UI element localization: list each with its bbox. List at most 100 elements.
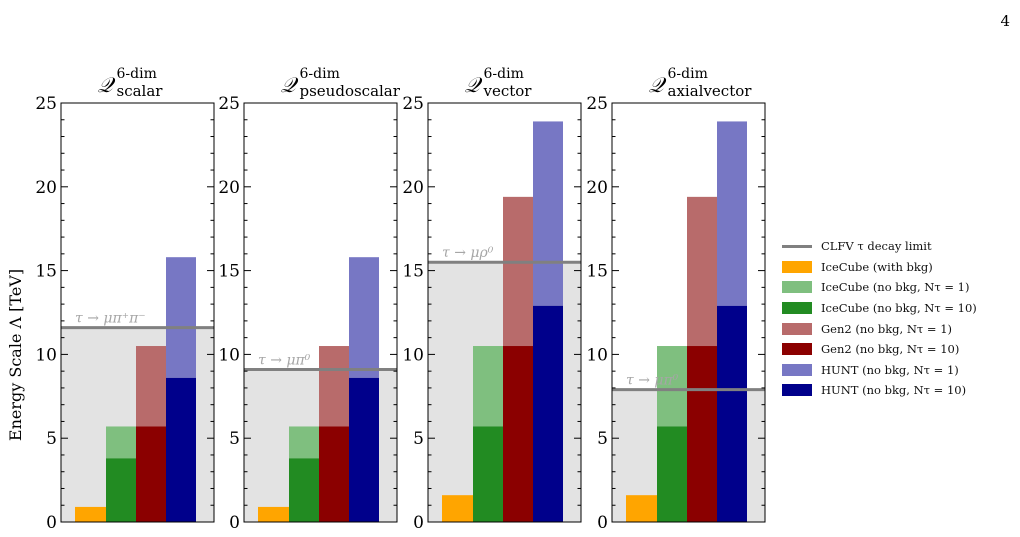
bar-gen2-ntau1	[687, 196, 717, 347]
legend-swatch	[782, 363, 812, 376]
bar-icecube-with-bkg	[626, 495, 657, 522]
bar-gen2-ntau1	[136, 346, 166, 427]
y-tick-label: 20	[218, 178, 240, 198]
legend-entry: HUNT (no bkg, Nτ = 1)	[782, 360, 977, 381]
bar-icecube-ntau10	[289, 458, 319, 522]
clfv-limit-label: τ → μπ⁺π⁻	[75, 311, 146, 327]
legend-entry: IceCube (no bkg, Nτ = 1)	[782, 277, 977, 298]
panel-title-symbol: 𝒬	[465, 73, 483, 97]
panel-title-subscript: pseudoscalar	[300, 82, 401, 100]
bar-icecube-with-bkg	[442, 495, 473, 522]
y-tick-label: 0	[229, 513, 240, 533]
y-tick-label: 5	[413, 429, 424, 449]
axes-frame	[427, 102, 582, 523]
bar-icecube-ntau10	[657, 426, 687, 522]
legend-label: IceCube (no bkg, Nτ = 1)	[821, 280, 970, 295]
legend-entry: Gen2 (no bkg, Nτ = 1)	[782, 318, 977, 339]
bar-icecube-with-bkg	[75, 506, 106, 522]
y-tick-label: 25	[35, 94, 57, 114]
bar-icecube-ntau10	[106, 458, 136, 522]
y-tick-label: 20	[586, 178, 608, 198]
bar-icecube-ntau1	[657, 346, 687, 427]
y-tick-label: 10	[586, 345, 608, 365]
y-tick-label: 5	[597, 429, 608, 449]
bar-icecube-ntau10	[473, 426, 503, 522]
y-tick-label: 10	[402, 345, 424, 365]
y-tick-label: 15	[586, 262, 608, 282]
bar-hunt-ntau1	[166, 257, 196, 378]
panel-title-superscript: 6-dim	[300, 66, 340, 82]
bar-hunt-ntau1	[533, 121, 563, 306]
panel-title-symbol: 𝒬	[281, 73, 299, 97]
y-tick-label: 15	[402, 262, 424, 282]
panel-title-symbol: 𝒬	[649, 73, 667, 97]
legend-label: Gen2 (no bkg, Nτ = 1)	[821, 321, 953, 336]
legend-swatch	[782, 322, 812, 335]
panel-title-subscript: scalar	[117, 82, 164, 100]
panel-title-symbol: 𝒬	[98, 73, 116, 97]
bar-gen2-ntau1	[319, 346, 349, 427]
legend-label: HUNT (no bkg, Nτ = 10)	[821, 383, 967, 398]
legend-swatch	[782, 244, 812, 248]
legend-swatch	[782, 384, 812, 397]
panel-title-superscript: 6-dim	[668, 66, 708, 82]
y-tick-label: 20	[402, 178, 424, 198]
panel-title-subscript: vector	[483, 82, 533, 100]
y-tick-label: 25	[402, 94, 424, 114]
legend-entry: Gen2 (no bkg, Nτ = 10)	[782, 339, 977, 360]
bar-icecube-with-bkg	[258, 506, 289, 522]
clfv-limit-label: τ → μπ⁰	[258, 352, 311, 368]
bar-gen2-ntau10	[136, 426, 166, 522]
y-tick-label: 25	[218, 94, 240, 114]
legend-entry: HUNT (no bkg, Nτ = 10)	[782, 380, 977, 401]
panel-title-superscript: 6-dim	[484, 66, 524, 82]
bar-hunt-ntau10	[533, 305, 563, 522]
y-tick-label: 0	[597, 513, 608, 533]
panel-title-subscript: axialvector	[668, 82, 753, 100]
legend-entry: CLFV τ decay limit	[782, 236, 977, 257]
chart-legend: CLFV τ decay limit IceCube (with bkg) IceC…	[782, 236, 977, 401]
y-tick-label: 25	[586, 94, 608, 114]
y-tick-label: 15	[35, 262, 57, 282]
bar-hunt-ntau1	[717, 121, 747, 306]
legend-label: IceCube (with bkg)	[821, 259, 933, 274]
y-tick-label: 0	[46, 513, 57, 533]
panel-title-superscript: 6-dim	[117, 66, 157, 82]
clfv-limit-label: τ → μπ⁰	[626, 373, 679, 389]
legend-label: CLFV τ decay limit	[821, 239, 932, 254]
legend-swatch	[782, 302, 812, 315]
legend-label: IceCube (no bkg, Nτ = 10)	[821, 301, 977, 316]
bar-gen2-ntau1	[503, 196, 533, 347]
axes-frame	[60, 102, 215, 523]
bar-hunt-ntau10	[166, 377, 196, 522]
y-tick-label: 5	[46, 429, 57, 449]
legend-swatch	[782, 260, 812, 273]
y-tick-label: 20	[35, 178, 57, 198]
legend-entry: IceCube (no bkg, Nτ = 10)	[782, 298, 977, 319]
bar-hunt-ntau1	[349, 257, 379, 378]
legend-label: Gen2 (no bkg, Nτ = 10)	[821, 342, 960, 357]
bar-hunt-ntau10	[717, 305, 747, 522]
y-tick-label: 15	[218, 262, 240, 282]
y-tick-label: 5	[229, 429, 240, 449]
y-tick-label: 0	[413, 513, 424, 533]
legend-swatch	[782, 281, 812, 294]
legend-entry: IceCube (with bkg)	[782, 257, 977, 278]
y-tick-label: 10	[35, 345, 57, 365]
bar-gen2-ntau10	[319, 426, 349, 522]
axes-frame	[243, 102, 398, 523]
legend-label: HUNT (no bkg, Nτ = 1)	[821, 362, 959, 377]
bar-gen2-ntau10	[687, 346, 717, 522]
axes-frame	[611, 102, 766, 523]
page-number: 4	[1000, 12, 1010, 30]
clfv-limit-label: τ → μρ⁰	[442, 245, 494, 261]
